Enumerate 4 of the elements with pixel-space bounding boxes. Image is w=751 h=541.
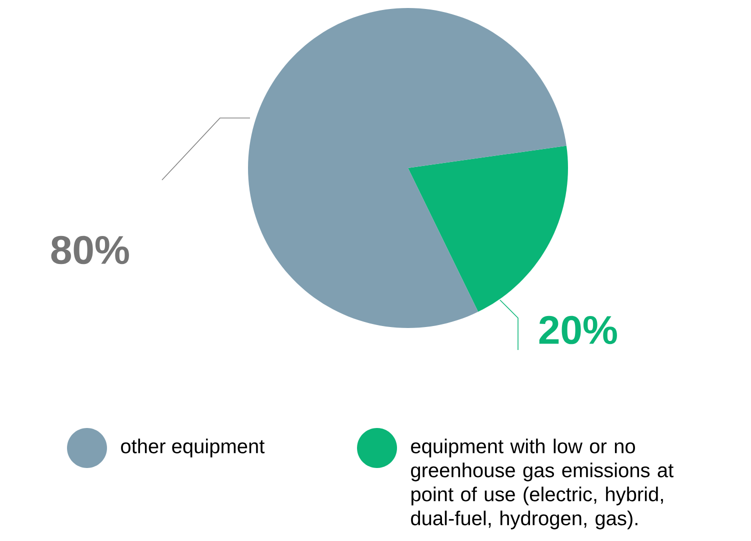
data-label: 80% [51, 236, 129, 264]
legend-label: equipment with low or no greenhouse gas emissions at point of use (electric, hybrid, dual-fuel, hydrogen, gas). [411, 438, 674, 530]
legend-label: other equipment [121, 438, 265, 458]
data-label: 20% [539, 316, 617, 344]
